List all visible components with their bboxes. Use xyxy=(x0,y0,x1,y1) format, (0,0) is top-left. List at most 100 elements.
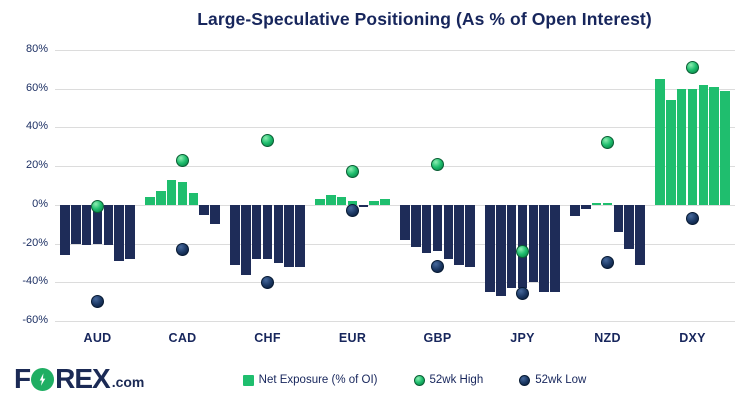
net-exposure-bar-chf xyxy=(295,204,305,267)
x-axis-label-eur: EUR xyxy=(338,331,367,345)
net-exposure-bar-cad xyxy=(210,204,220,225)
net-exposure-bar-nzd xyxy=(624,204,634,250)
net-exposure-bar-aud xyxy=(114,204,124,261)
plot-area xyxy=(55,50,735,322)
net-exposure-bar-eur xyxy=(315,199,325,205)
x-axis-label-dxy: DXY xyxy=(679,331,706,345)
logo-text-f: F xyxy=(14,363,31,394)
net-exposure-bar-cad xyxy=(199,204,209,215)
net-exposure-swatch xyxy=(242,374,254,386)
net-exposure-bar-aud xyxy=(60,204,70,256)
chart-title: Large-Speculative Positioning (As % of O… xyxy=(197,9,652,29)
net-exposure-bar-jpy xyxy=(550,204,560,292)
net-exposure-bar-nzd xyxy=(602,202,613,205)
net-exposure-bar-eur xyxy=(380,199,390,205)
gridline xyxy=(55,243,735,245)
net-exposure-bar-cad xyxy=(156,191,166,205)
net-exposure-bar-jpy xyxy=(496,204,506,296)
net-exposure-bar-cad xyxy=(145,197,155,205)
net-exposure-bar-chf xyxy=(251,204,262,260)
net-exposure-bar-cad xyxy=(188,193,199,205)
legend-label: 52wk High xyxy=(429,374,484,386)
y-axis-tick-label: 40% xyxy=(25,120,48,133)
gridline xyxy=(55,50,735,51)
legend-item: Net Exposure (% of OI) xyxy=(242,374,378,386)
x-axis-label-chf: CHF xyxy=(254,331,281,345)
logo-power-icon xyxy=(31,367,55,391)
y-axis-tick-label: 60% xyxy=(25,81,48,94)
net-exposure-bar-gbp xyxy=(411,204,421,248)
net-exposure-bar-aud xyxy=(81,204,92,246)
52wk-low-dot-dxy xyxy=(686,211,699,225)
x-axis-label-gbp: GBP xyxy=(423,331,452,345)
52wk-low-swatch xyxy=(519,374,531,386)
net-exposure-bar-chf xyxy=(241,204,251,275)
forex-logo: F REX .com xyxy=(14,365,144,393)
logo-text-com: .com xyxy=(111,374,145,390)
net-exposure-bar-gbp xyxy=(400,204,410,240)
net-exposure-bar-eur xyxy=(326,195,336,205)
52wk-high-dot-aud xyxy=(91,200,104,214)
y-axis-tick-label: 80% xyxy=(25,43,48,55)
net-exposure-bar-jpy xyxy=(528,204,539,283)
y-axis-tick-label: -60% xyxy=(22,314,48,326)
net-exposure-bar-gbp xyxy=(454,204,464,265)
net-exposure-bar-dxy xyxy=(676,88,687,205)
legend-label: 52wk Low xyxy=(535,374,587,386)
52wk-low-dot-cad xyxy=(176,242,189,256)
net-exposure-bar-aud xyxy=(71,204,81,244)
52wk-low-dot-jpy xyxy=(516,287,529,301)
net-exposure-bar-eur xyxy=(347,200,358,205)
net-exposure-bar-cad xyxy=(166,179,177,205)
gridline xyxy=(55,204,735,206)
net-exposure-bar-nzd xyxy=(591,202,602,205)
52wk-low-dot-chf xyxy=(261,275,274,289)
net-exposure-bar-jpy xyxy=(485,204,495,292)
net-exposure-bar-nzd xyxy=(613,204,624,232)
net-exposure-bar-dxy xyxy=(720,90,730,205)
net-exposure-bar-gbp xyxy=(443,204,454,260)
net-exposure-bar-aud xyxy=(103,204,114,246)
y-axis-tick-label: 20% xyxy=(25,159,48,172)
net-exposure-bar-eur xyxy=(369,200,379,205)
52wk-high-swatch xyxy=(413,374,425,386)
net-exposure-bar-cad xyxy=(177,181,188,205)
52wk-low-dot-aud xyxy=(91,295,104,309)
legend-label: Net Exposure (% of OI) xyxy=(258,374,378,386)
gridline xyxy=(55,282,735,284)
52wk-high-dot-gbp xyxy=(431,157,444,171)
net-exposure-bar-dxy xyxy=(655,79,665,205)
gridline xyxy=(55,127,735,129)
52wk-high-dot-eur xyxy=(346,165,359,179)
net-exposure-bar-dxy xyxy=(709,86,719,205)
52wk-high-dot-cad xyxy=(176,153,189,167)
net-exposure-bar-aud xyxy=(92,204,103,244)
net-exposure-bar-chf xyxy=(284,204,294,267)
52wk-low-dot-eur xyxy=(346,204,359,218)
y-axis-tick-label: -40% xyxy=(22,275,48,288)
52wk-high-dot-jpy xyxy=(516,244,529,258)
52wk-high-dot-nzd xyxy=(601,136,614,150)
net-exposure-bar-chf xyxy=(262,204,273,260)
net-exposure-bar-nzd xyxy=(570,204,580,217)
legend-item: 52wk Low xyxy=(519,374,586,386)
net-exposure-bar-aud xyxy=(125,204,135,260)
net-exposure-bar-eur xyxy=(358,204,369,207)
y-axis-tick-label: -20% xyxy=(22,236,48,249)
y-axis-tick-label: 0% xyxy=(32,197,48,210)
net-exposure-bar-gbp xyxy=(432,204,443,252)
net-exposure-bar-dxy xyxy=(687,88,698,205)
52wk-low-dot-nzd xyxy=(601,256,614,270)
net-exposure-bar-chf xyxy=(230,204,240,265)
gridline xyxy=(55,321,735,322)
gridline xyxy=(55,88,735,90)
net-exposure-bar-gbp xyxy=(465,204,475,267)
net-exposure-bar-eur xyxy=(336,197,347,205)
net-exposure-bar-dxy xyxy=(698,84,709,205)
net-exposure-bar-dxy xyxy=(666,100,676,205)
legend-item: 52wk High xyxy=(413,374,484,386)
chart-legend: Net Exposure (% of OI) 52wk High 52wk Low xyxy=(80,374,749,386)
logo-text-rex: REX xyxy=(55,363,111,394)
x-axis-label-nzd: NZD xyxy=(594,331,621,345)
lightning-bolt-icon xyxy=(39,372,46,386)
